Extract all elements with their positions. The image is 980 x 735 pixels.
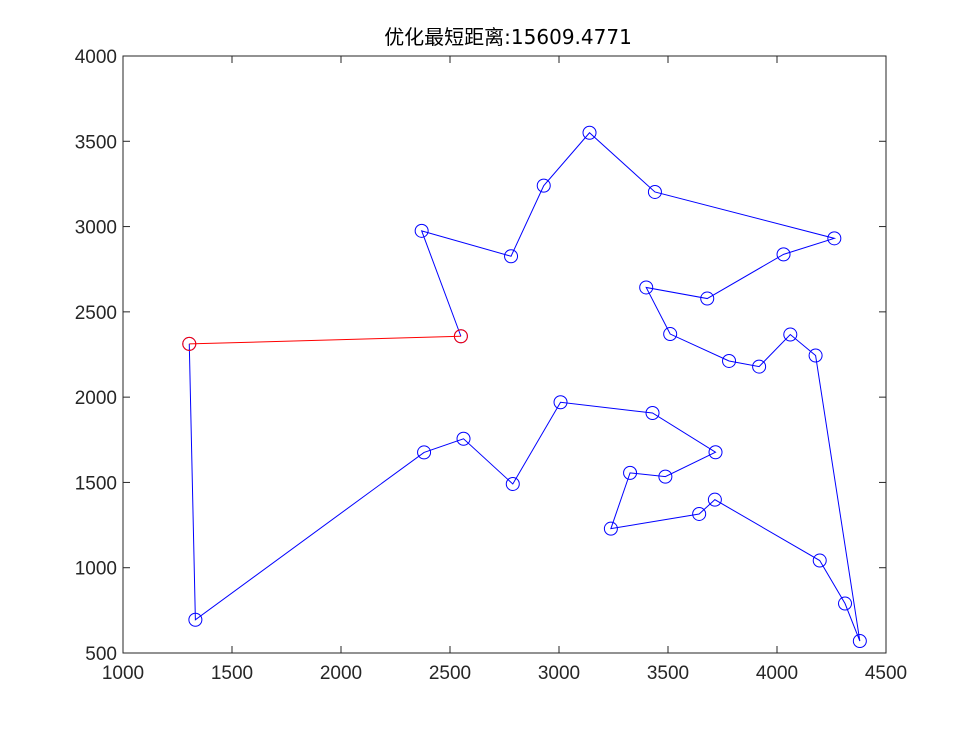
y-tick-label: 1500 [75,473,117,494]
series-0-point-22 [658,469,673,484]
series-0-point-14 [808,348,823,363]
series-0-point-20 [603,521,618,536]
x-tick-label: 1500 [211,663,253,684]
series-0-point-19 [692,506,707,521]
y-tick-label: 1000 [75,559,117,580]
x-tick-label: 4000 [756,663,798,684]
x-tick-label: 2500 [429,663,471,684]
plot-marks [182,125,867,649]
series-0-point-18 [707,492,722,507]
series-0-point-11 [722,353,737,368]
x-tick-label: 4500 [865,663,907,684]
series-0-point-9 [639,280,654,295]
series-0-point-2 [504,249,519,264]
series-0-point-25 [553,395,568,410]
series-1-line [189,335,461,345]
axes: 1000 1500 2000 2500 3000 3500 4000 450050010001… [75,47,907,684]
series-0-point-23 [708,445,723,460]
series-0-point-26 [505,476,520,491]
series-0-line [188,132,861,642]
y-tick-label: 4000 [75,47,117,68]
series-0-point-15 [852,634,867,649]
series-0-point-29 [188,612,203,627]
series-0-point-24 [645,406,660,421]
series-0-point-7 [776,247,791,262]
chart-title: 优化最短距离:15609.4771 [384,25,632,49]
series-1-point-1 [453,329,468,344]
y-tick-label: 3500 [75,132,117,153]
series-0-point-5 [647,184,662,199]
x-tick-label: 3500 [647,663,689,684]
series-0-point-3 [536,178,551,193]
y-tick-label: 2500 [75,303,117,324]
y-tick-label: 2000 [75,388,117,409]
series-0-point-8 [700,291,715,306]
series-0-point-17 [812,553,827,568]
x-tick-label: 3000 [538,663,580,684]
series-0-point-21 [623,465,638,480]
x-tick-label: 1000 [102,663,144,684]
series-0-point-6 [827,231,842,246]
series-1-point-0 [182,336,197,351]
series-0-point-1 [414,223,429,238]
x-tick-label: 2000 [320,663,362,684]
series-0-point-28 [417,445,432,460]
series-0-point-16 [838,596,853,611]
series-0-point-12 [752,359,767,374]
series-0-point-4 [582,125,597,140]
y-tick-label: 3000 [75,218,117,239]
series-0-point-27 [456,431,471,446]
plot-area-frame [122,55,887,654]
series-0-point-10 [663,327,678,342]
y-tick-label: 500 [85,644,117,665]
series-0-point-13 [783,327,798,342]
